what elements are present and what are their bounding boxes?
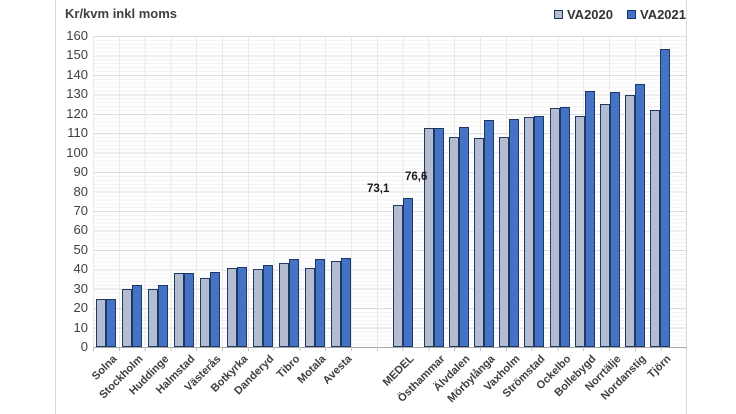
bar-va2020-tjörn [649,109,660,347]
bar-va2021-medel [403,198,413,347]
bar-va2020-motala [304,268,315,347]
bar-va2021-nordanstig [634,83,645,347]
x-label-tjörn: Tjörn [645,353,674,381]
bar-va2021-vaxholm [509,118,520,347]
bar-va2021-västerås [210,272,221,347]
legend: VA2020 VA2021 [553,7,686,22]
chart-title: Kr/kvm inkl moms [65,6,177,21]
figure-border-left [55,0,56,414]
bar-va2020-solna [96,299,106,347]
y-tick-label-130: 130 [66,86,88,102]
bar-va2021-östhammar [434,128,444,347]
bar-va2020-halmstad [174,273,185,347]
data-label-va2020-medel: 73,1 [367,182,390,195]
figure-border-right [686,0,687,414]
y-tick-label-100: 100 [66,144,88,160]
bar-va2020-strömstad [524,116,535,347]
bar-va2021-huddinge [158,284,169,347]
bar-va2020-norrtälje [599,104,610,347]
bar-va2020-medel [393,204,403,347]
bar-va2020-huddinge [148,288,159,347]
bar-va2021-ockelbo [559,106,570,347]
bar-va2021-solna [106,299,116,347]
y-tick-label-50: 50 [73,241,88,257]
bar-va2020-ockelbo [549,107,560,347]
bar-va2020-avesta [330,261,341,347]
bar-va2020-älvdalen [449,137,460,347]
bar-va2021-älvdalen [459,127,470,347]
y-tick-label-140: 140 [66,66,88,82]
bar-va2021-halmstad [184,273,195,347]
legend-label-va2021: VA2021 [639,7,686,22]
bar-va2020-nordanstig [624,95,635,347]
y-tick-label-20: 20 [73,300,88,316]
bar-va2020-bollebygd [574,115,585,347]
bar-va2020-botkyrka [226,268,237,347]
bar-va2020-tibro [278,263,289,347]
y-tick-label-0: 0 [80,339,88,354]
y-tick-label-30: 30 [73,280,88,296]
bar-va2020-stockholm [122,288,133,347]
bar-va2021-bollebygd [584,91,595,347]
legend-item-va2021: VA2021 [626,7,686,22]
bar-va2021-mörbylånga [484,119,495,347]
data-label-va2021-medel: 76,6 [405,171,428,184]
legend-swatch-va2020 [553,10,563,19]
bar-va2021-stockholm [132,284,143,347]
bar-va2021-norrtälje [609,92,620,347]
bar-va2020-östhammar [424,128,434,347]
y-tick-label-40: 40 [73,261,88,277]
legend-swatch-va2021 [626,10,636,19]
y-tick-label-120: 120 [66,105,88,121]
y-tick-label-80: 80 [73,183,88,199]
y-tick-label-10: 10 [73,319,88,335]
legend-item-va2020: VA2020 [553,7,613,22]
bar-va2020-mörbylånga [474,138,485,347]
bar-va2021-tibro [288,258,299,347]
bar-va2021-avesta [340,257,351,347]
y-tick-label-150: 150 [66,47,88,63]
bar-va2020-danderyd [252,269,263,347]
bar-va2021-danderyd [262,265,273,347]
legend-label-va2020: VA2020 [566,7,613,22]
bar-va2020-vaxholm [499,137,510,347]
x-axis-ticks [93,347,687,351]
bar-va2020-västerås [200,278,211,347]
y-tick-label-110: 110 [67,125,88,141]
plot-area [93,36,686,348]
y-tick-label-90: 90 [73,164,88,180]
y-tick-label-60: 60 [73,222,88,238]
bar-va2021-tjörn [659,48,670,347]
bar-va2021-strömstad [534,115,545,347]
bar-va2021-motala [314,258,325,347]
y-tick-label-160: 160 [66,28,88,43]
y-tick-label-70: 70 [73,202,88,218]
bar-va2021-botkyrka [236,267,247,347]
